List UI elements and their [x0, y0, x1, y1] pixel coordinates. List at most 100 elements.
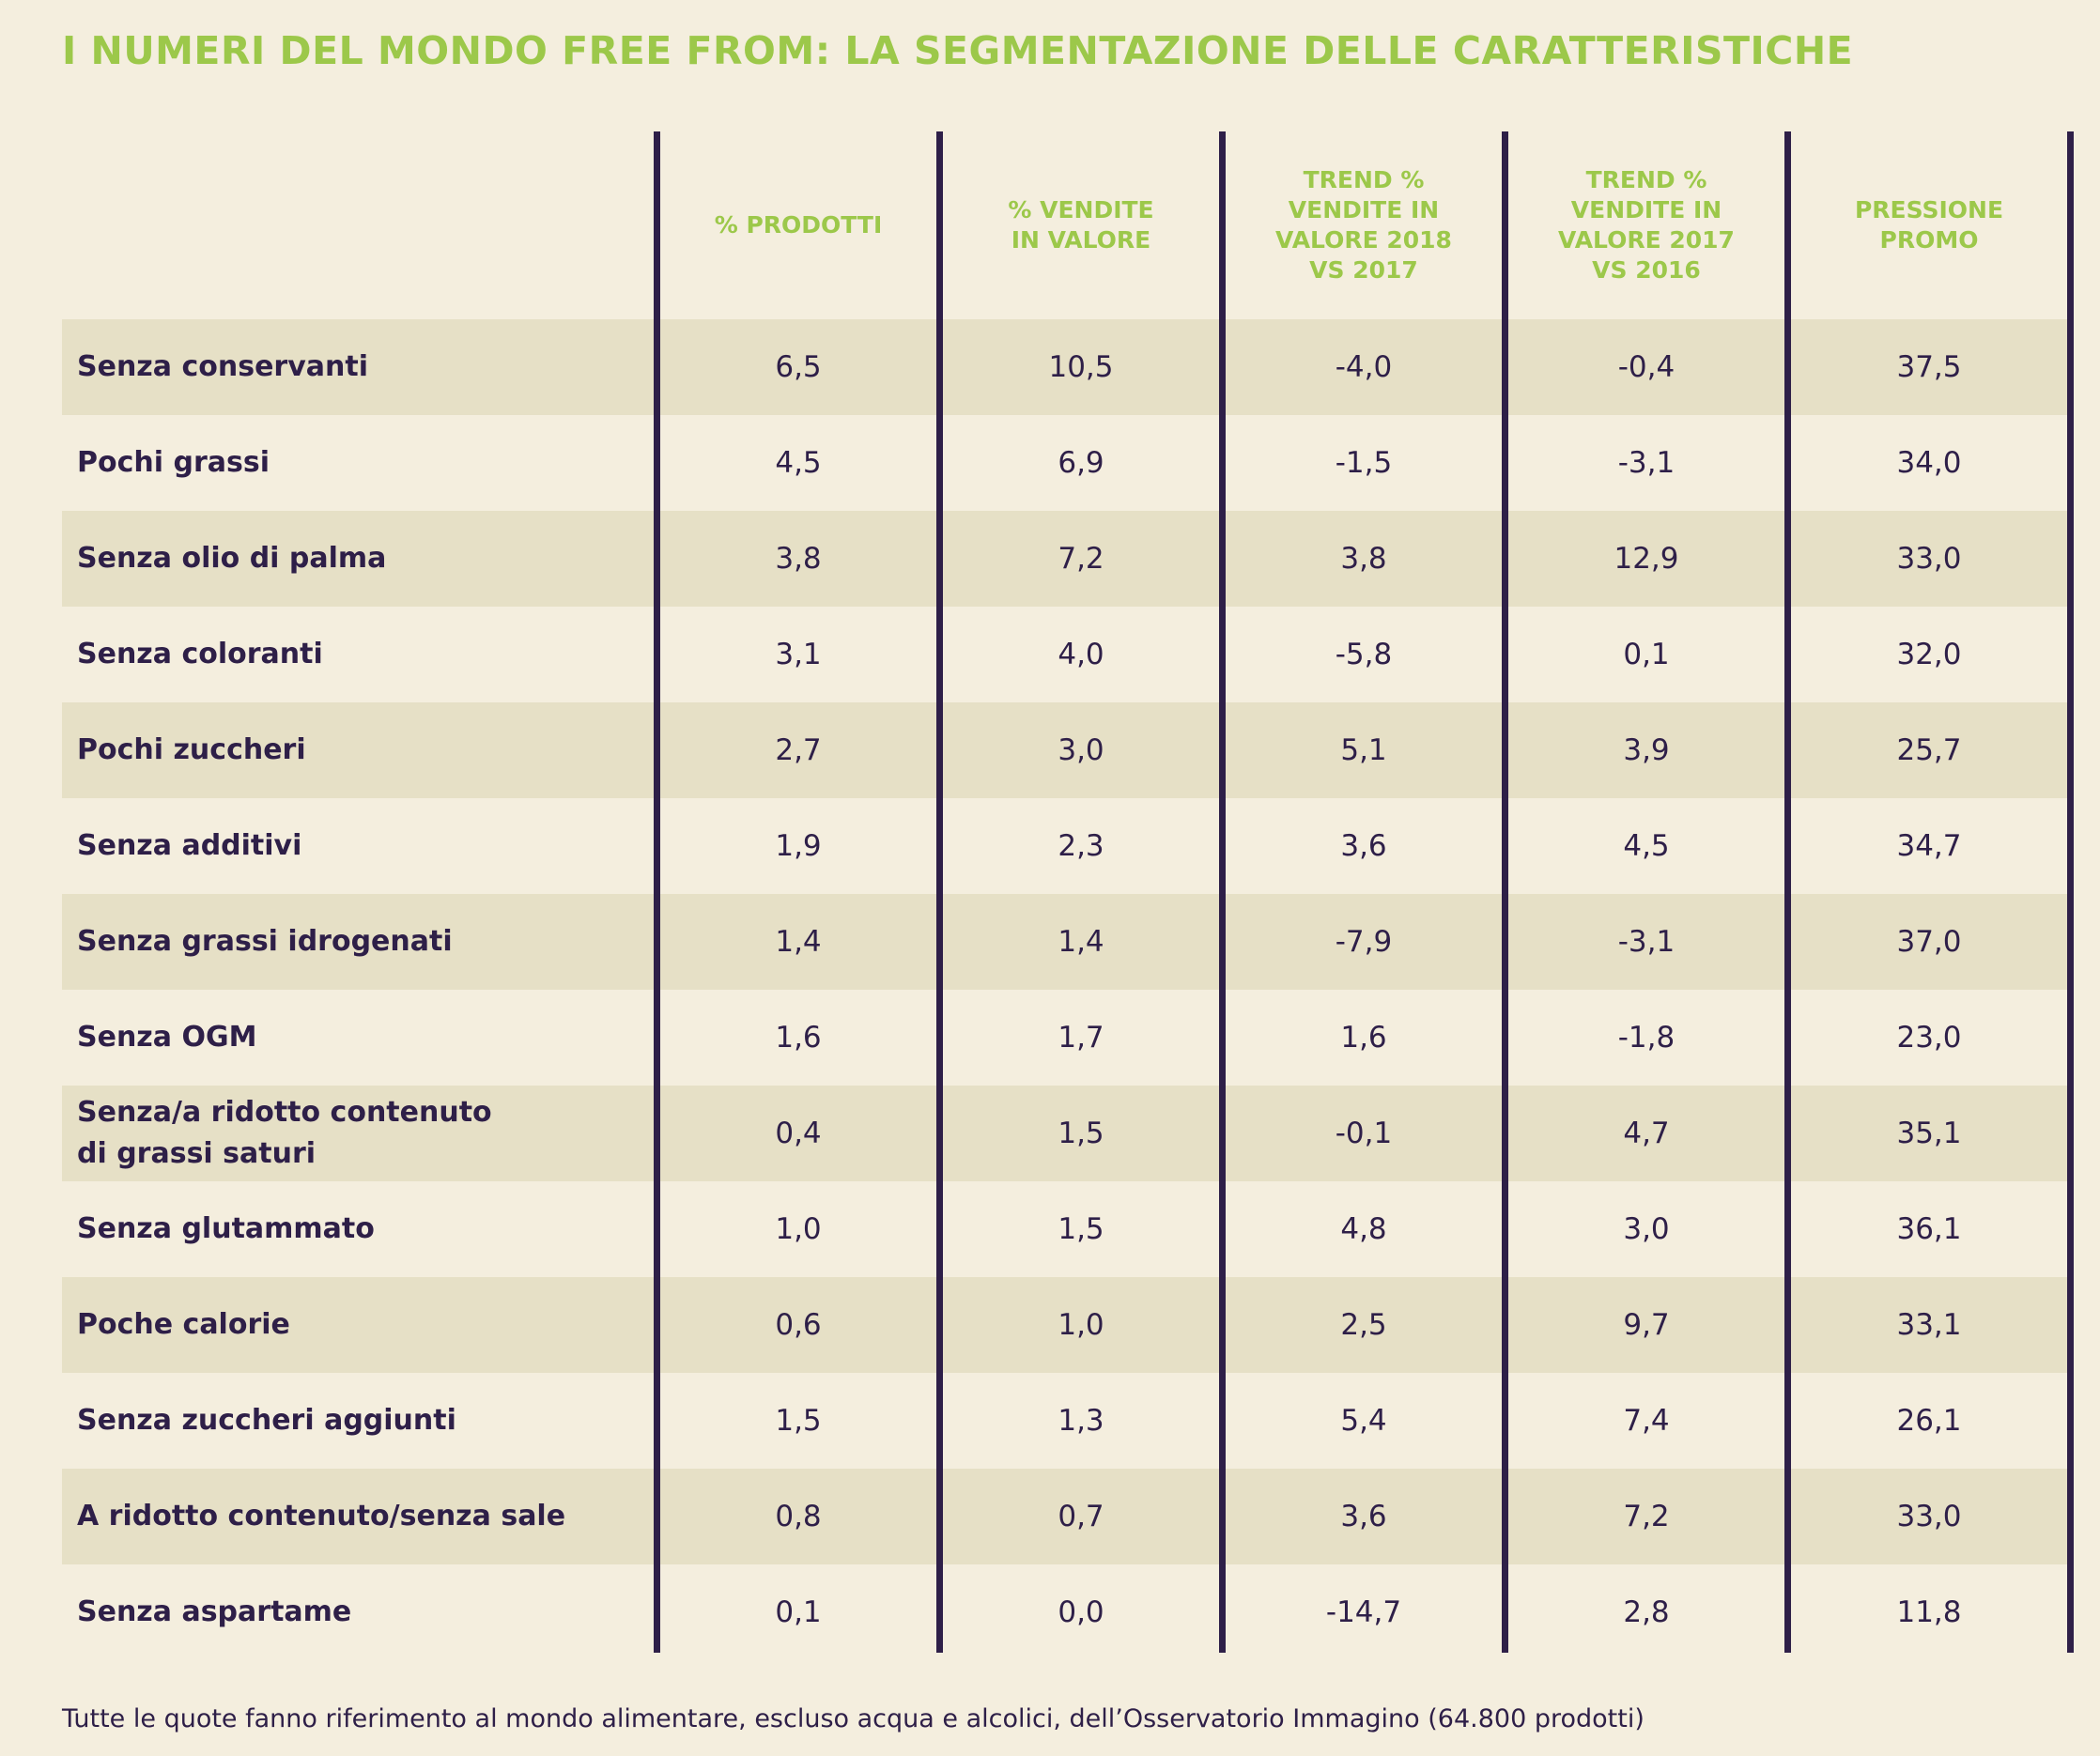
table-cell: 1,6 — [775, 1021, 822, 1055]
footnote: Tutte le quote fanno riferimento al mond… — [62, 1704, 1644, 1733]
table-cell: 1,0 — [1058, 1308, 1104, 1342]
column-divider — [1219, 131, 1226, 1653]
table-row — [62, 894, 2072, 990]
table-cell: 6,5 — [775, 350, 822, 384]
table-cell: 37,5 — [1896, 350, 1962, 384]
table-cell: 1,3 — [1058, 1404, 1104, 1438]
table-cell: 2,3 — [1058, 829, 1104, 863]
table-cell: 3,8 — [775, 542, 822, 576]
row-label: Senza/a ridotto contenuto di grassi satu… — [77, 1096, 492, 1170]
table-row — [62, 702, 2072, 798]
row-label: Senza additivi — [77, 829, 302, 862]
table-cell: 34,7 — [1896, 829, 1962, 863]
table-cell: 3,9 — [1623, 733, 1670, 767]
table-cell: 34,0 — [1896, 446, 1962, 480]
table-cell: 2,7 — [775, 733, 822, 767]
table-cell: 25,7 — [1896, 733, 1962, 767]
table-cell: -0,4 — [1617, 350, 1675, 384]
column-divider — [654, 131, 660, 1653]
table-cell: 3,6 — [1340, 829, 1387, 863]
row-label: Senza olio di palma — [77, 542, 387, 575]
column-header: TREND % VENDITE IN VALORE 2017 VS 2016 — [1558, 166, 1735, 284]
table-cell: 4,0 — [1058, 638, 1104, 671]
row-label: Poche calorie — [77, 1308, 290, 1341]
row-label: Pochi grassi — [77, 446, 270, 479]
table-cell: 0,4 — [775, 1117, 822, 1150]
table-cell: 3,8 — [1340, 542, 1387, 576]
table-cell: 23,0 — [1896, 1021, 1962, 1055]
table-cell: 2,5 — [1340, 1308, 1387, 1342]
table-cell: 4,5 — [1623, 829, 1670, 863]
row-label: Senza grassi idrogenati — [77, 925, 453, 958]
column-divider — [2067, 131, 2074, 1653]
table-cell: 1,4 — [1058, 925, 1104, 959]
column-divider — [936, 131, 943, 1653]
table-cell: 11,8 — [1896, 1595, 1962, 1629]
column-header: % PRODOTTI — [714, 211, 883, 239]
table-cell: 33,1 — [1896, 1308, 1962, 1342]
table-cell: 7,2 — [1623, 1500, 1670, 1533]
column-header: PRESSIONE PROMO — [1854, 196, 2004, 254]
row-label: Senza zuccheri aggiunti — [77, 1404, 456, 1437]
table-cell: 9,7 — [1623, 1308, 1670, 1342]
table-cell: 3,1 — [775, 638, 822, 671]
table-cell: 1,9 — [775, 829, 822, 863]
table-cell: 10,5 — [1048, 350, 1114, 384]
table-cell: 2,8 — [1623, 1595, 1670, 1629]
table-row — [62, 319, 2072, 415]
table-cell: 1,6 — [1340, 1021, 1387, 1055]
table-cell: 1,5 — [1058, 1117, 1104, 1150]
column-divider — [1502, 131, 1508, 1653]
table-row — [62, 1469, 2072, 1564]
table-cell: 1,0 — [775, 1212, 822, 1246]
column-header: % VENDITE IN VALORE — [1008, 196, 1154, 254]
table-cell: 26,1 — [1896, 1404, 1962, 1438]
table-title: I NUMERI DEL MONDO FREE FROM: LA SEGMENT… — [62, 28, 1854, 73]
table-cell: 3,0 — [1058, 733, 1104, 767]
table-cell: -0,1 — [1335, 1117, 1393, 1150]
table-cell: 5,1 — [1340, 733, 1387, 767]
row-label: Senza OGM — [77, 1021, 257, 1054]
table-cell: 0,0 — [1058, 1595, 1104, 1629]
table-cell: 4,7 — [1623, 1117, 1670, 1150]
row-label: Senza coloranti — [77, 638, 323, 670]
table-cell: -4,0 — [1335, 350, 1393, 384]
table-cell: 4,8 — [1340, 1212, 1387, 1246]
row-label: Pochi zuccheri — [77, 733, 306, 766]
table-cell: 0,1 — [1623, 638, 1670, 671]
table-cell: -1,8 — [1617, 1021, 1675, 1055]
row-label: Senza aspartame — [77, 1595, 352, 1628]
table-cell: 0,7 — [1058, 1500, 1104, 1533]
table-cell: -7,9 — [1335, 925, 1393, 959]
table-cell: 0,8 — [775, 1500, 822, 1533]
table-cell: 7,4 — [1623, 1404, 1670, 1438]
table-cell: -3,1 — [1617, 925, 1675, 959]
row-label: Senza glutammato — [77, 1212, 375, 1245]
table-cell: 1,5 — [775, 1404, 822, 1438]
table-cell: 4,5 — [775, 446, 822, 480]
table-cell: 1,7 — [1058, 1021, 1104, 1055]
column-divider — [1784, 131, 1791, 1653]
table-cell: 6,9 — [1058, 446, 1104, 480]
table-cell: 32,0 — [1896, 638, 1962, 671]
table-cell: 0,1 — [775, 1595, 822, 1629]
table-cell: 12,9 — [1614, 542, 1679, 576]
table-cell: 3,0 — [1623, 1212, 1670, 1246]
table-cell: -14,7 — [1325, 1595, 1402, 1629]
table-row — [62, 1086, 2072, 1181]
table-cell: 36,1 — [1896, 1212, 1962, 1246]
table-cell: -1,5 — [1335, 446, 1393, 480]
table-cell: 33,0 — [1896, 542, 1962, 576]
table-cell: 33,0 — [1896, 1500, 1962, 1533]
data-table: % PRODOTTI % VENDITE IN VALORE TREND % VEN… — [62, 131, 2074, 1653]
table-cell: 7,2 — [1058, 542, 1104, 576]
table-cell: -3,1 — [1617, 446, 1675, 480]
table-cell: 37,0 — [1896, 925, 1962, 959]
table-cell: 3,6 — [1340, 1500, 1387, 1533]
table-cell: 0,6 — [775, 1308, 822, 1342]
table-cell: -5,8 — [1335, 638, 1393, 671]
table-row — [62, 511, 2072, 607]
row-label: Senza conservanti — [77, 350, 368, 383]
row-label: A ridotto contenuto/senza sale — [77, 1500, 566, 1533]
table-cell: 1,4 — [775, 925, 822, 959]
